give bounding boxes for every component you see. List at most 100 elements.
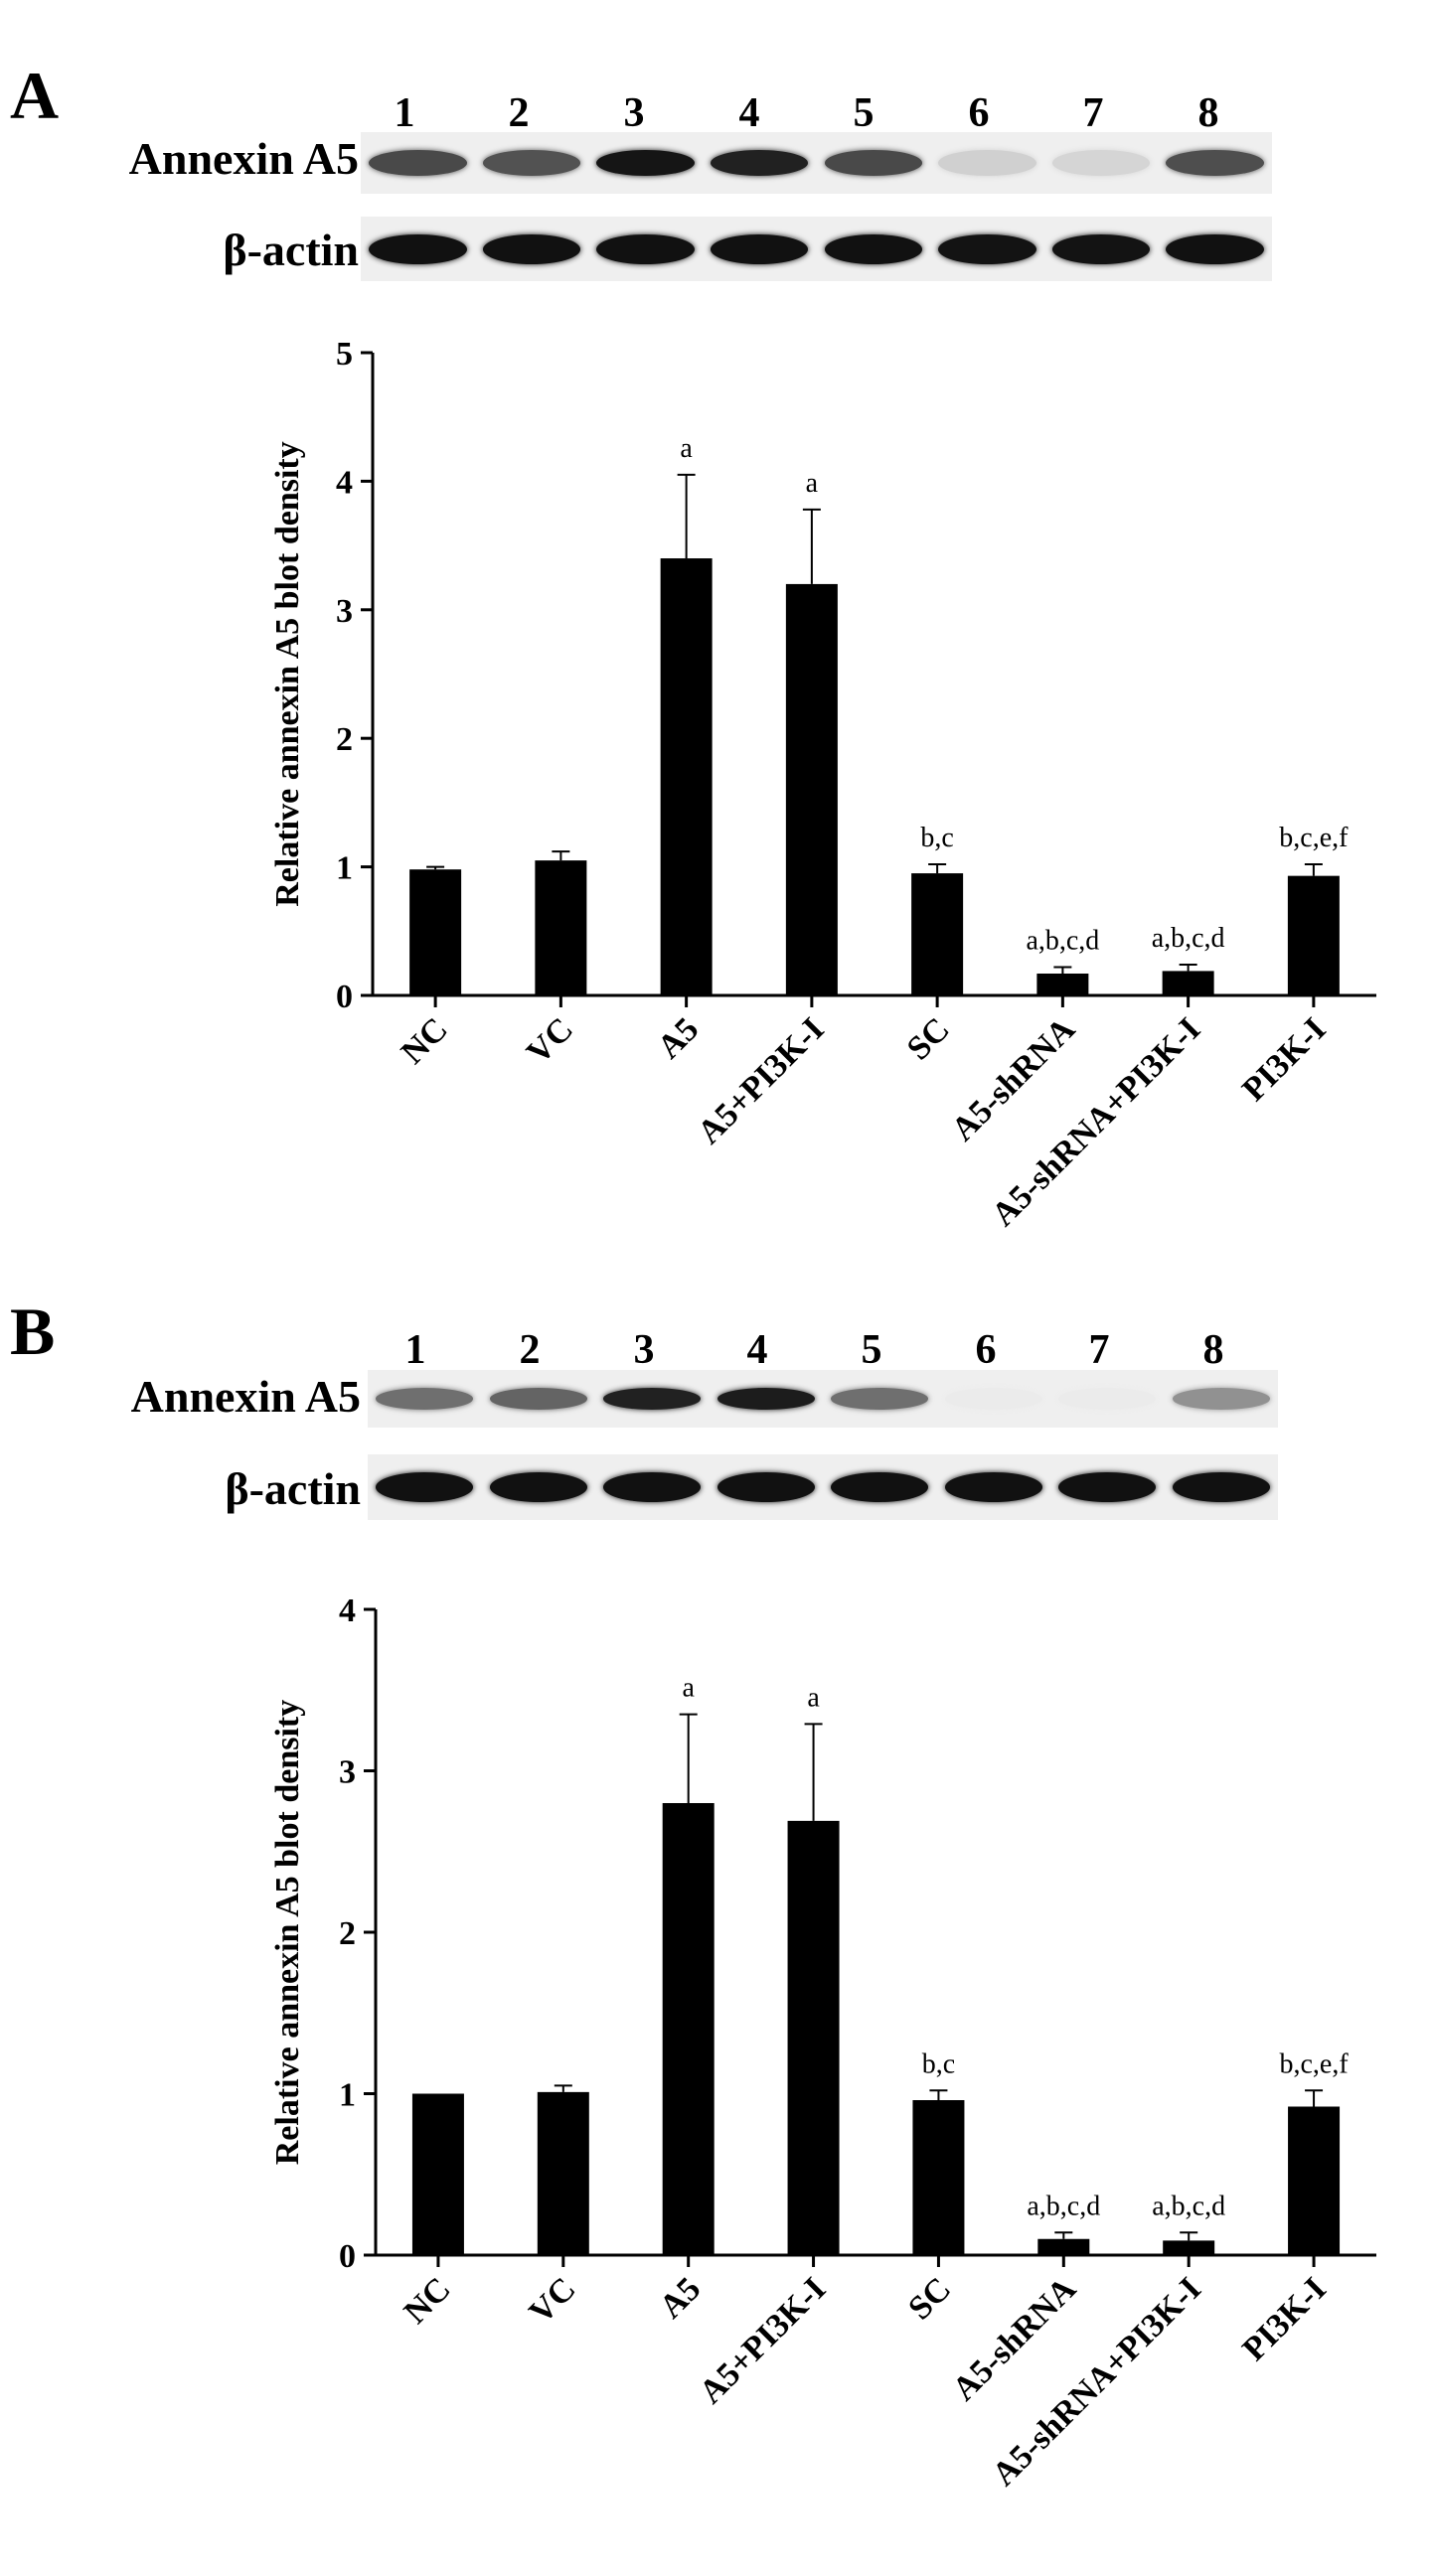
x-tick-label: SC <box>901 2270 958 2327</box>
blot-band <box>489 1388 587 1410</box>
y-tick-label: 2 <box>336 721 353 758</box>
blot-band <box>938 233 1036 264</box>
bar <box>912 2100 965 2255</box>
blot-band <box>369 233 467 264</box>
y-axis-label: Relative annexin A5 blot density <box>269 441 306 906</box>
x-tick-label: SC <box>900 1010 957 1067</box>
bar <box>1288 2106 1341 2255</box>
bar <box>660 558 713 995</box>
bar <box>1162 971 1214 995</box>
lane-number: 5 <box>853 90 875 136</box>
significance-label: b,c,e,f <box>1279 823 1349 853</box>
bar <box>1163 2240 1215 2255</box>
lane-number: 8 <box>1202 1327 1224 1373</box>
x-tick-label: A5 <box>653 2270 709 2326</box>
blot-band <box>944 1388 1042 1410</box>
blot-band <box>716 1388 815 1410</box>
blot-band <box>938 150 1036 176</box>
y-tick-label: 0 <box>336 979 353 1015</box>
significance-label: a,b,c,d <box>1026 926 1099 957</box>
blot-band <box>831 1472 929 1502</box>
blot-band <box>376 1472 474 1502</box>
panel-letter: A <box>10 58 60 133</box>
y-tick-label: 3 <box>336 593 353 630</box>
blot-band <box>710 233 809 264</box>
bar <box>787 1820 840 2255</box>
x-tick-label: A5+PI3K-I <box>691 1010 831 1150</box>
lane-number: 4 <box>746 1327 768 1373</box>
blot-band <box>710 150 809 176</box>
bar <box>411 2093 464 2255</box>
bar <box>785 583 838 995</box>
x-tick-label: PI3K-I <box>1235 1010 1333 1108</box>
western-blot-actin <box>361 217 1272 281</box>
panel-a: A 1 2 3 4 5 6 7 8 Annexin A5 β-actin 0 1 2… <box>0 0 1432 1282</box>
x-tick-label: NC <box>398 2270 458 2331</box>
blot-band <box>1058 1388 1157 1410</box>
blot-band <box>369 150 467 176</box>
panel-letter: B <box>10 1293 56 1369</box>
significance-label: a,b,c,d <box>1152 2191 1225 2221</box>
bar <box>662 1803 715 2255</box>
significance-label: a,b,c,d <box>1152 923 1225 954</box>
significance-label: a <box>682 1673 695 1704</box>
y-tick-label: 3 <box>339 1754 356 1791</box>
blot-band <box>831 1388 929 1410</box>
bar <box>409 869 462 995</box>
blot-label-annexin: Annexin A5 <box>128 133 359 184</box>
lane-number: 4 <box>738 90 760 136</box>
lane-number: 3 <box>633 1327 655 1373</box>
blot-band <box>482 150 581 176</box>
western-blot-annexin <box>368 1370 1278 1428</box>
lane-number: 2 <box>508 90 530 136</box>
blot-band <box>944 1472 1042 1502</box>
blot-band <box>482 233 581 264</box>
bar-chart-b: 0 1 2 3 4 Relative annexin A5 blot density NC V… <box>269 1592 1376 2494</box>
blot-band <box>603 1472 702 1502</box>
y-tick-label: 4 <box>339 1592 356 1629</box>
bar-chart-a: 0 1 2 3 4 5 Relative annexin A5 blot density NC… <box>269 336 1376 1234</box>
blot-band <box>376 1388 474 1410</box>
blot-label-actin: β-actin <box>225 1463 361 1514</box>
blot-band <box>596 233 695 264</box>
lane-number: 8 <box>1197 90 1219 136</box>
blot-band <box>1051 233 1151 264</box>
lane-number: 6 <box>975 1327 997 1373</box>
blot-band <box>824 150 923 176</box>
x-tick-label: VC <box>520 1010 580 1071</box>
blot-band <box>716 1472 815 1502</box>
blot-band <box>489 1472 587 1502</box>
bar <box>537 2091 589 2255</box>
blot-band <box>603 1388 702 1410</box>
western-blot-actin <box>368 1454 1278 1520</box>
significance-label: b,c,e,f <box>1279 2048 1349 2079</box>
blot-band <box>824 233 923 264</box>
lane-number: 1 <box>404 1327 426 1373</box>
blot-label-annexin: Annexin A5 <box>130 1371 361 1422</box>
significance-label: a <box>807 1682 820 1713</box>
x-tick-label: A5+PI3K-I <box>693 2270 833 2410</box>
bar <box>1287 875 1340 995</box>
western-blot-annexin <box>361 132 1272 194</box>
significance-label: b,c <box>922 2048 955 2079</box>
significance-label: a <box>806 468 819 499</box>
bar <box>1037 2238 1090 2255</box>
bar <box>911 873 964 995</box>
x-tick-label: PI3K-I <box>1235 2270 1333 2367</box>
lane-number: 5 <box>861 1327 882 1373</box>
x-tick-label: A5-shRNA+PI3K-I <box>985 1010 1207 1233</box>
x-tick-label: VC <box>523 2270 583 2331</box>
blot-band <box>1166 233 1264 264</box>
y-tick-label: 1 <box>336 850 353 887</box>
y-tick-label: 0 <box>339 2238 356 2275</box>
x-tick-label: A5-shRNA+PI3K-I <box>986 2270 1208 2493</box>
blot-band <box>596 150 695 176</box>
lane-number: 2 <box>519 1327 541 1373</box>
blot-band <box>1166 150 1264 176</box>
bar <box>1036 974 1089 995</box>
blot-band <box>1172 1388 1270 1410</box>
significance-label: b,c <box>920 823 953 853</box>
x-tick-label: NC <box>395 1010 455 1071</box>
blot-band <box>1051 150 1151 176</box>
y-tick-label: 5 <box>336 336 353 373</box>
